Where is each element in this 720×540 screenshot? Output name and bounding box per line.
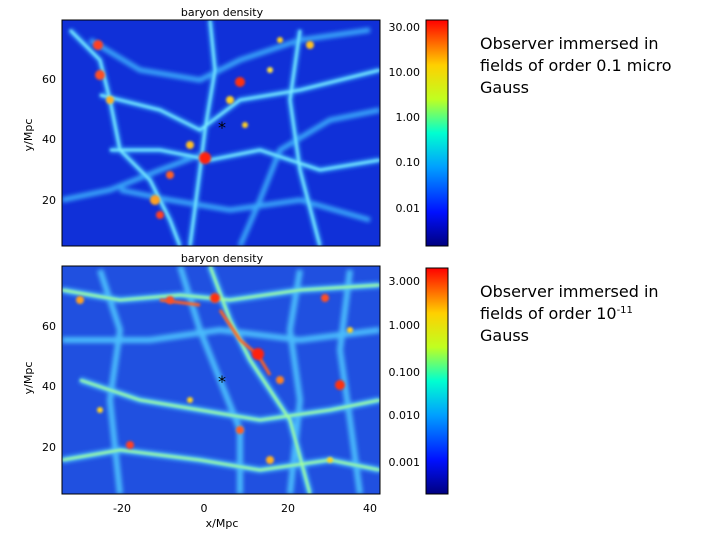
bottom-y-tick-20: 20 [42,441,56,454]
bottom-caption-exponent: -11 [616,305,633,316]
bottom-cbar-tick-0: 3.000 [389,275,421,288]
bottom-x-tick-0: 0 [201,502,208,515]
bottom-panel-title: baryon density [181,252,264,265]
observer-marker-bottom: * [218,372,226,391]
top-y-axis-label: y/Mpc [22,119,35,152]
top-cbar-tick-2: 1.00 [396,111,421,124]
bottom-density-map: * [61,265,381,495]
bottom-y-tick-40: 40 [42,380,56,393]
bottom-cbar-tick-2: 0.100 [389,366,421,379]
bottom-cbar-tick-1: 1.000 [389,319,421,332]
bottom-caption-line-2: fields of order 10-11 [480,303,710,325]
top-caption-line-3: Gauss [480,78,530,97]
top-panel-title: baryon density [181,6,264,19]
top-y-tick-40: 40 [42,133,56,146]
bottom-caption-line-2-text: fields of order 10 [480,304,617,323]
bottom-cbar-tick-3: 0.010 [389,409,421,422]
bottom-x-axis-label: x/Mpc [206,517,239,530]
top-cbar-tick-1: 10.00 [389,66,421,79]
top-cbar-tick-4: 0.01 [396,202,421,215]
top-cbar-tick-3: 0.10 [396,156,421,169]
top-caption-line-1: Observer immersed in [480,34,659,53]
top-density-map: * [61,19,381,247]
top-cbar-tick-0: 30.00 [389,21,421,34]
bottom-cbar-tick-4: 0.001 [389,456,421,469]
bottom-y-tick-60: 60 [42,320,56,333]
bottom-x-tick-40: 40 [363,502,377,515]
top-y-tick-20: 20 [42,194,56,207]
bottom-caption-line-3: Gauss [480,326,530,345]
top-caption: Observer immersed in fields of order 0.1… [480,33,710,99]
bottom-y-axis-label: y/Mpc [22,362,35,395]
top-caption-line-2: fields of order 0.1 micro [480,56,672,75]
top-y-tick-60: 60 [42,73,56,86]
bottom-caption-line-1: Observer immersed in [480,282,659,301]
bottom-x-tick-20: 20 [281,502,295,515]
observer-marker-top: * [218,118,226,137]
bottom-x-tick-neg20: -20 [113,502,131,515]
bottom-caption: Observer immersed in fields of order 10-… [480,281,710,347]
bottom-colorbar [425,267,449,495]
top-colorbar [425,19,449,247]
